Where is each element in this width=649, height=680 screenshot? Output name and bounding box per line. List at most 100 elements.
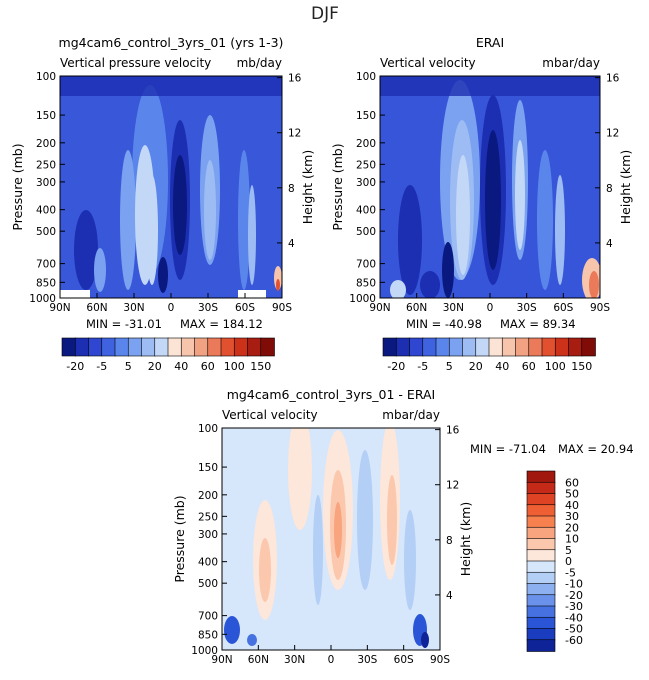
colorbar-swatch	[61, 337, 77, 357]
lat-tick-label: 0	[328, 654, 335, 666]
colorbar-label: -20	[387, 360, 405, 373]
panel-erai-title: ERAI	[476, 35, 504, 50]
height-axis-label: Height (km)	[300, 150, 315, 224]
pressure-axis-label: Pressure (mb)	[330, 143, 345, 230]
colorbar-label: 40	[495, 360, 509, 373]
colorbar-swatch	[526, 616, 556, 630]
pressure-tick-label: 500	[198, 578, 218, 590]
colorbar-swatch	[435, 337, 451, 357]
colorbar: -20 -5 5 20 40 60 100 150	[382, 337, 596, 373]
height-tick-label: 8	[446, 535, 453, 547]
colorbar-label: 100	[545, 360, 566, 373]
colorbar-swatch	[568, 337, 583, 357]
panel-difference-axes: 100 150 200 250 300 400 500 700 850 1000 16 12 8 4 90N…	[172, 423, 473, 666]
colorbar-swatch	[526, 560, 556, 574]
panel-erai-axes: 100 150 200 250 300 400 500 700 850 1000 16 12 8 4 90N…	[330, 71, 633, 314]
lat-tick-label: 0	[487, 302, 494, 314]
colorbar-swatch	[167, 337, 183, 357]
colorbar-label: 150	[571, 360, 592, 373]
panel-erai-min: MIN = -40.98	[406, 317, 482, 331]
height-tick-label: 8	[606, 183, 613, 195]
panel-model-title: mg4cam6_control_3yrs_01 (yrs 1-3)	[59, 35, 284, 50]
pressure-tick-label: 100	[198, 423, 218, 435]
colorbar-swatch	[101, 337, 116, 357]
height-axis-label: Height (km)	[618, 150, 633, 224]
pressure-tick-label: 1000	[29, 293, 56, 305]
colorbar-swatch	[526, 549, 556, 562]
colorbar-swatch	[526, 526, 556, 540]
colorbar-swatch	[127, 337, 143, 357]
pressure-tick-label: 700	[356, 259, 376, 271]
colorbar-swatch	[154, 337, 169, 357]
panel-erai-units: mbar/day	[542, 56, 600, 70]
colorbar-label: 10	[565, 533, 579, 546]
pressure-tick-label: 400	[356, 205, 376, 217]
colorbar-swatch	[526, 571, 556, 585]
pressure-tick-label: 250	[356, 159, 376, 171]
panel-difference-variable: Vertical velocity	[222, 408, 318, 422]
lat-tick-label: 60S	[553, 302, 573, 314]
lat-tick-label: 60N	[248, 654, 269, 666]
colorbar-label: 20	[565, 521, 579, 534]
pressure-tick-label: 300	[356, 177, 376, 189]
colorbar-label: -20	[565, 589, 583, 602]
colorbar-label: 40	[565, 499, 579, 512]
panel-model-field	[60, 76, 282, 298]
pressure-tick-label: 300	[36, 177, 56, 189]
colorbar-swatch	[526, 493, 556, 506]
height-tick-label: 16	[288, 73, 302, 85]
pressure-axis-label: Pressure (mb)	[172, 495, 187, 582]
height-tick-label: 16	[446, 425, 460, 437]
panel-model-min: MIN = -31.01	[86, 317, 162, 331]
colorbar-swatch	[395, 337, 411, 357]
colorbar-label: 40	[174, 360, 188, 373]
panel-model-axes: 100 150 200 250 300 400 500 700 850 1000 16 12 8 4 90N…	[10, 71, 315, 314]
colorbar-label: 5	[125, 360, 132, 373]
lat-tick-label: 0	[168, 302, 175, 314]
colorbar-swatch	[526, 594, 556, 607]
panel-difference-min: MIN = -71.04	[470, 442, 546, 456]
pressure-tick-label: 850	[356, 277, 376, 289]
panel-erai-field	[380, 76, 600, 298]
panel-model-max: MAX = 184.12	[180, 317, 263, 331]
pressure-tick-label: 850	[198, 629, 218, 641]
lat-tick-label: 90S	[272, 302, 292, 314]
colorbar-swatch	[382, 337, 398, 357]
colorbar-swatch	[422, 337, 437, 357]
pressure-tick-label: 100	[356, 71, 376, 83]
height-tick-label: 4	[288, 238, 295, 250]
colorbar-swatch	[180, 337, 196, 357]
colorbar-label: 20	[148, 360, 162, 373]
pressure-tick-label: 850	[36, 277, 56, 289]
colorbar-label: 0	[565, 555, 572, 568]
colorbar-swatch	[554, 337, 570, 357]
colorbar-swatch	[526, 515, 556, 529]
colorbar-label: 50	[565, 488, 579, 501]
height-tick-label: 8	[288, 183, 295, 195]
pressure-tick-label: 1000	[191, 645, 218, 657]
colorbar-swatch	[526, 605, 556, 619]
lat-tick-label: 60N	[86, 302, 107, 314]
panel-model-variable: Vertical pressure velocity	[60, 56, 211, 70]
lat-tick-label: 30N	[123, 302, 144, 314]
colorbar-label: 5	[446, 360, 453, 373]
panel-difference-title: mg4cam6_control_3yrs_01 - ERAI	[227, 387, 435, 402]
colorbar-swatch	[526, 481, 556, 495]
lat-tick-label: 90S	[430, 654, 450, 666]
lat-tick-label: 90N	[369, 302, 390, 314]
colorbar-swatch	[207, 337, 222, 357]
colorbar-swatch	[448, 337, 464, 357]
lat-tick-label: 90S	[590, 302, 610, 314]
lat-tick-label: 60N	[406, 302, 427, 314]
colorbar-label: 20	[469, 360, 483, 373]
pressure-tick-label: 250	[198, 511, 218, 523]
pressure-tick-label: 400	[36, 205, 56, 217]
colorbar-swatch	[581, 337, 596, 357]
panel-model-units: mb/day	[237, 56, 282, 70]
colorbar-swatch	[501, 337, 517, 357]
colorbar-swatch	[526, 628, 556, 641]
lat-tick-label: 30N	[284, 654, 305, 666]
colorbar-label: -5	[96, 360, 107, 373]
